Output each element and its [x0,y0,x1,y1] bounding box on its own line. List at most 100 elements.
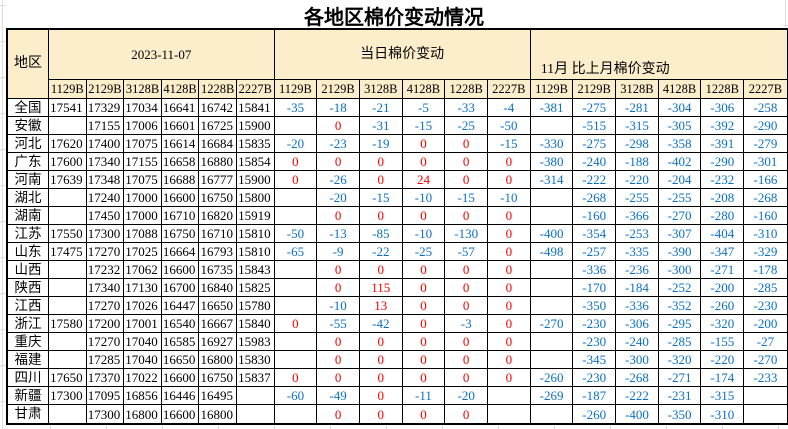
monthly-change-cell[interactable]: -200 [701,279,745,297]
monthly-change-cell[interactable]: -350 [659,405,702,423]
price-cell[interactable] [49,297,87,315]
daily-change-cell[interactable]: -18 [317,99,360,117]
daily-change-cell[interactable]: 0 [402,333,446,351]
monthly-change-cell[interactable]: -290 [744,117,787,135]
monthly-change-cell[interactable]: -208 [701,189,745,207]
price-cell[interactable]: 16750 [199,369,237,387]
daily-change-cell[interactable]: 0 [274,315,318,333]
price-cell[interactable]: 15825 [236,279,275,297]
price-cell[interactable]: 16750 [199,189,237,207]
price-cell[interactable]: 16793 [199,243,237,261]
monthly-change-cell[interactable]: -240 [573,153,617,171]
daily-change-cell[interactable]: 0 [274,171,318,189]
price-cell[interactable]: 15780 [236,297,275,315]
daily-change-cell[interactable]: 0 [445,369,488,387]
price-cell[interactable]: 17348 [86,171,125,189]
daily-change-cell[interactable]: 0 [402,261,446,279]
monthly-change-cell[interactable] [530,207,574,225]
price-cell[interactable]: 17232 [86,261,125,279]
price-cell[interactable]: 16856 [124,387,162,405]
daily-change-cell[interactable]: -15 [359,189,403,207]
region-cell[interactable]: 全国 [8,99,49,117]
daily-change-cell[interactable]: 0 [317,261,360,279]
monthly-change-cell[interactable]: -268 [616,369,659,387]
monthly-change-cell[interactable] [530,333,574,351]
price-cell[interactable] [49,117,87,135]
price-cell[interactable]: 15841 [236,99,275,117]
daily-change-cell[interactable]: 0 [488,243,531,261]
daily-change-cell[interactable]: -15 [488,135,531,153]
monthly-change-cell[interactable]: -271 [658,369,702,387]
region-cell[interactable]: 山西 [8,261,49,279]
price-cell[interactable]: 17000 [124,189,162,207]
monthly-change-cell[interactable]: -268 [573,189,617,207]
price-cell[interactable] [49,189,87,207]
monthly-change-cell[interactable]: -166 [744,171,787,189]
price-cell[interactable]: 15800 [236,189,275,207]
monthly-change-cell[interactable] [531,405,574,423]
daily-change-cell[interactable]: 0 [403,405,446,423]
monthly-change-cell[interactable]: -390 [658,243,702,261]
region-column-header[interactable]: 地区 [8,30,49,99]
price-cell[interactable]: 16927 [199,333,237,351]
price-cell[interactable]: 16735 [199,261,237,279]
daily-change-cell[interactable]: 0 [445,333,488,351]
price-cell[interactable] [49,207,87,225]
price-cell[interactable]: 16600 [162,405,200,423]
monthly-change-cell[interactable]: -230 [573,369,617,387]
price-cell[interactable]: 17620 [49,135,87,153]
price-cell[interactable]: 17300 [49,387,87,405]
monthly-change-cell[interactable]: -400 [530,225,574,243]
price-cell[interactable]: 17475 [49,243,87,261]
price-cell[interactable]: 17062 [124,261,162,279]
monthly-change-cell[interactable]: -280 [701,207,745,225]
daily-change-cell[interactable]: 0 [488,261,531,279]
daily-change-cell[interactable]: 0 [274,153,318,171]
price-cell[interactable]: 15840 [236,315,275,333]
price-cell[interactable]: 16688 [161,171,200,189]
price-cell[interactable]: 17155 [86,117,125,135]
region-cell[interactable]: 福建 [8,351,49,369]
price-cell[interactable]: 17450 [86,207,125,225]
monthly-change-cell[interactable]: -515 [573,117,617,135]
price-cell[interactable]: 17240 [86,189,125,207]
daily-change-cell[interactable]: 0 [402,153,446,171]
monthly-change-cell[interactable]: -345 [573,351,617,369]
daily-change-cell[interactable]: 0 [488,369,531,387]
price-cell[interactable]: 17270 [86,243,125,261]
price-cell[interactable]: 16742 [199,99,237,117]
daily-change-cell[interactable]: 0 [402,351,446,369]
daily-change-cell[interactable] [488,405,531,423]
daily-change-cell[interactable]: 0 [402,315,446,333]
monthly-change-cell[interactable]: -178 [744,261,787,279]
price-cell[interactable]: 17000 [124,207,162,225]
daily-change-cell[interactable]: -10 [317,297,360,315]
price-cell[interactable]: 16820 [199,207,237,225]
region-cell[interactable]: 广东 [8,153,49,171]
daily-change-cell[interactable]: 0 [359,351,403,369]
daily-change-cell[interactable]: -11 [402,387,446,405]
monthly-change-cell[interactable]: -252 [658,279,702,297]
grade-column-header[interactable]: 2129B [86,80,125,99]
monthly-change-cell[interactable]: -305 [658,117,702,135]
price-cell[interactable]: 15919 [236,207,275,225]
price-cell[interactable]: 16600 [161,261,200,279]
price-cell[interactable]: 17075 [124,135,162,153]
daily-change-cell[interactable]: -10 [488,189,531,207]
daily-change-cell[interactable]: 0 [402,135,446,153]
price-cell[interactable] [49,351,87,369]
monthly-change-cell[interactable]: -240 [616,333,659,351]
daily-change-cell[interactable] [274,189,318,207]
region-cell[interactable]: 江西 [8,297,49,315]
daily-change-cell[interactable]: 0 [359,153,403,171]
region-cell[interactable]: 湖北 [8,189,49,207]
monthly-change-cell[interactable]: -310 [744,225,787,243]
monthly-change-cell[interactable]: -300 [616,351,659,369]
monthly-change-cell[interactable]: -222 [573,171,617,189]
monthly-change-cell[interactable]: -188 [616,153,659,171]
daily-change-cell[interactable]: 0 [359,207,403,225]
daily-change-cell[interactable]: 0 [488,279,531,297]
price-cell[interactable]: 16495 [199,387,237,405]
price-cell[interactable]: 15830 [236,351,275,369]
daily-change-cell[interactable]: -15 [445,189,488,207]
